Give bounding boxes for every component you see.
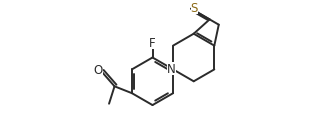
Text: S: S	[191, 2, 198, 15]
Text: N: N	[167, 62, 176, 75]
Text: O: O	[94, 64, 103, 77]
Text: F: F	[149, 37, 156, 50]
